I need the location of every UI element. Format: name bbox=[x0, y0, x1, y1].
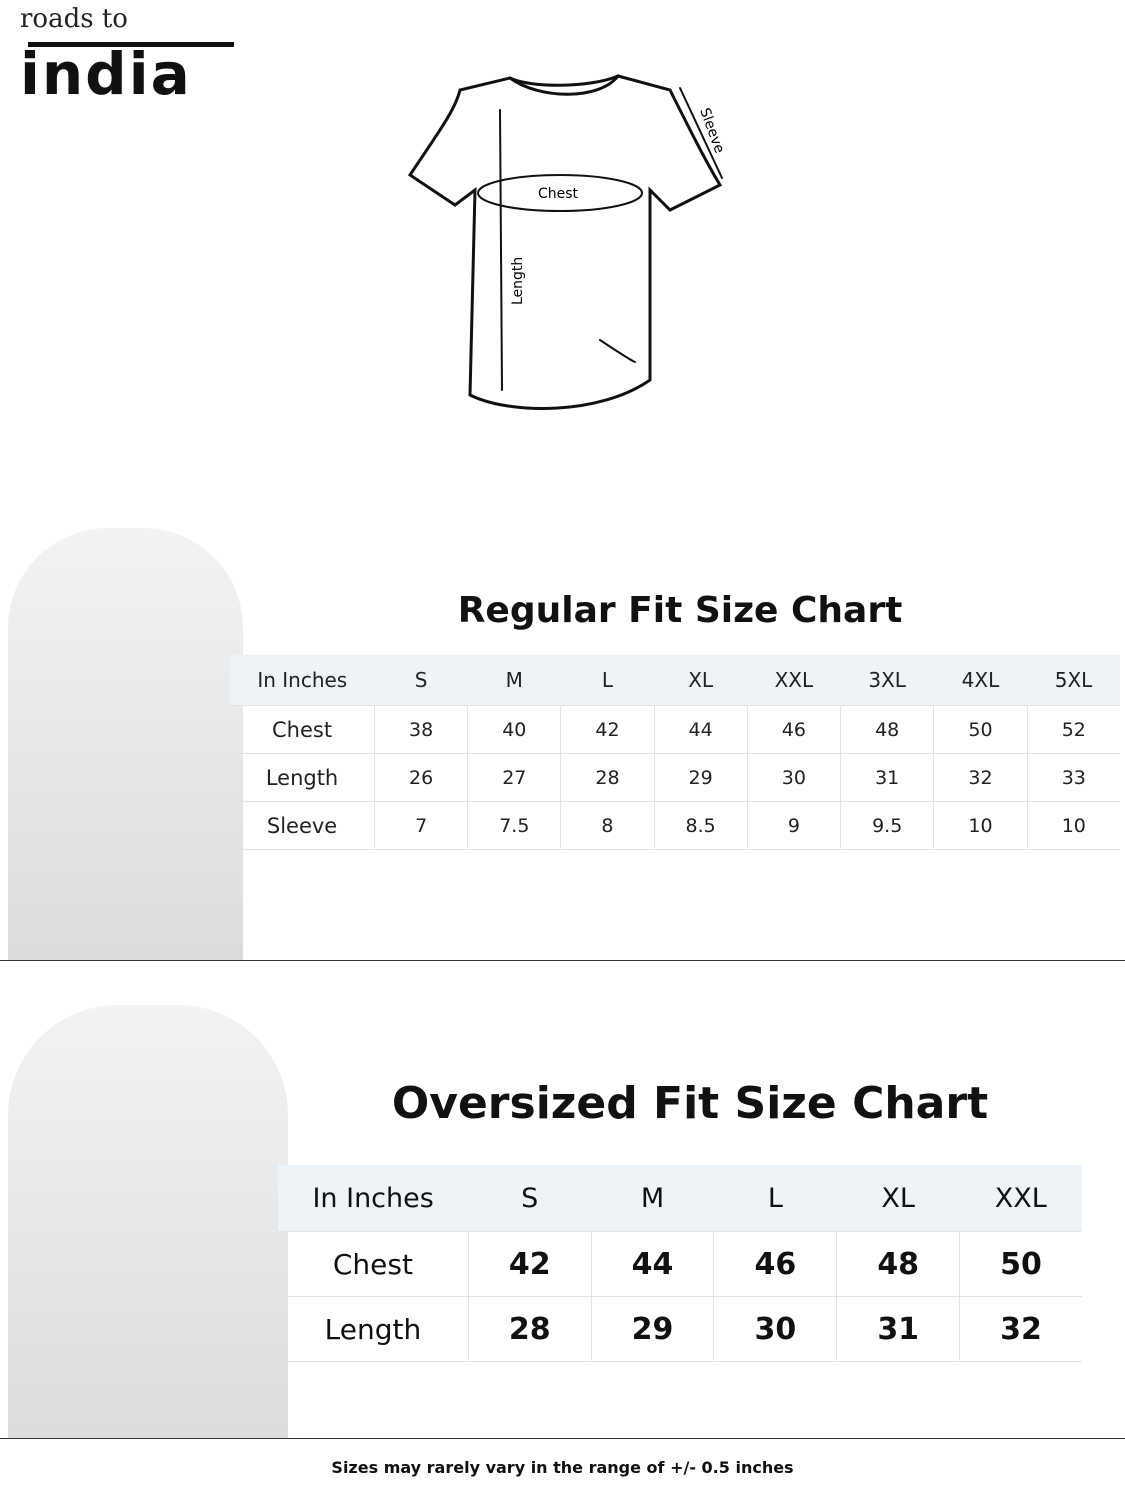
cell: 42 bbox=[468, 1231, 592, 1297]
cell: 32 bbox=[933, 753, 1028, 802]
tshirt-measurement-diagram: Sleeve Chest Length bbox=[407, 74, 727, 411]
size-header: L bbox=[713, 1165, 837, 1232]
cell: 29 bbox=[654, 753, 748, 802]
row-label: Length bbox=[278, 1296, 469, 1362]
cell: 7 bbox=[374, 801, 469, 850]
row-label: Length bbox=[230, 753, 376, 802]
size-header: S bbox=[374, 655, 468, 706]
corner-label: In Inches bbox=[278, 1165, 469, 1232]
size-header: M bbox=[467, 655, 561, 706]
oversized-size-table: In Inches S M L XL XXL Chest 42 44 46 48… bbox=[278, 1165, 1082, 1362]
logo-top-text: roads to bbox=[20, 4, 128, 34]
chest-label: Chest bbox=[538, 186, 579, 202]
cell: 8 bbox=[560, 801, 655, 850]
regular-size-table: In Inches S M L XL XXL 3XL 4XL 5XL Chest… bbox=[230, 655, 1120, 850]
size-header: XL bbox=[654, 655, 748, 706]
table-row: Chest 42 44 46 48 50 bbox=[278, 1231, 1082, 1297]
cell: 44 bbox=[591, 1231, 715, 1297]
cell: 30 bbox=[747, 753, 842, 802]
cell: 26 bbox=[374, 753, 469, 802]
logo-main-text: india bbox=[20, 40, 192, 108]
footer-note: Sizes may rarely vary in the range of +/… bbox=[0, 1458, 1125, 1477]
cell: 42 bbox=[560, 705, 655, 754]
size-header: M bbox=[591, 1165, 714, 1232]
cell: 28 bbox=[560, 753, 655, 802]
cell: 50 bbox=[959, 1231, 1082, 1297]
cell: 31 bbox=[836, 1296, 961, 1362]
size-header: 4XL bbox=[933, 655, 1028, 706]
cell: 27 bbox=[467, 753, 562, 802]
cell: 46 bbox=[747, 705, 842, 754]
cell: 44 bbox=[654, 705, 748, 754]
table-header-row: In Inches S M L XL XXL 3XL 4XL 5XL bbox=[230, 655, 1120, 706]
section-divider bbox=[0, 960, 1125, 961]
oversized-chart-title: Oversized Fit Size Chart bbox=[391, 1078, 989, 1129]
row-label: Chest bbox=[230, 705, 376, 754]
cell: 38 bbox=[374, 705, 469, 754]
cell: 48 bbox=[840, 705, 935, 754]
cell: 29 bbox=[591, 1296, 715, 1362]
man-model-photo bbox=[8, 1005, 288, 1438]
cell: 52 bbox=[1027, 705, 1120, 754]
row-label: Sleeve bbox=[230, 801, 376, 850]
table-row: Length 26 27 28 29 30 31 32 33 bbox=[230, 753, 1120, 802]
table-header-row: In Inches S M L XL XXL bbox=[278, 1165, 1082, 1232]
cell: 32 bbox=[959, 1296, 1082, 1362]
woman-model-photo bbox=[8, 528, 243, 960]
table-row: Length 28 29 30 31 32 bbox=[278, 1296, 1082, 1362]
size-header: XXL bbox=[959, 1165, 1082, 1232]
cell: 8.5 bbox=[654, 801, 748, 850]
cell: 48 bbox=[836, 1231, 961, 1297]
cell: 7.5 bbox=[467, 801, 562, 850]
table-row: Sleeve 7 7.5 8 8.5 9 9.5 10 10 bbox=[230, 801, 1120, 850]
size-header: XXL bbox=[747, 655, 841, 706]
cell: 10 bbox=[933, 801, 1028, 850]
regular-chart-title: Regular Fit Size Chart bbox=[457, 590, 903, 631]
table-row: Chest 38 40 42 44 46 48 50 52 bbox=[230, 705, 1120, 754]
cell: 50 bbox=[933, 705, 1028, 754]
section-divider bbox=[0, 1438, 1125, 1439]
size-header: L bbox=[560, 655, 655, 706]
footer-note-text: Sizes may rarely vary in the range of +/… bbox=[331, 1458, 794, 1477]
row-label: Chest bbox=[278, 1231, 469, 1297]
size-header: 5XL bbox=[1027, 655, 1120, 706]
size-header: XL bbox=[836, 1165, 960, 1232]
cell: 31 bbox=[840, 753, 935, 802]
size-header: S bbox=[468, 1165, 592, 1232]
cell: 28 bbox=[468, 1296, 592, 1362]
cell: 30 bbox=[713, 1296, 838, 1362]
cell: 9 bbox=[747, 801, 842, 850]
corner-label: In Inches bbox=[230, 655, 375, 706]
size-header: 3XL bbox=[840, 655, 934, 706]
length-label: Length bbox=[510, 257, 526, 305]
cell: 40 bbox=[467, 705, 562, 754]
cell: 46 bbox=[713, 1231, 838, 1297]
brand-logo: roads to india bbox=[14, 4, 234, 108]
cell: 10 bbox=[1027, 801, 1120, 850]
cell: 33 bbox=[1027, 753, 1120, 802]
cell: 9.5 bbox=[840, 801, 935, 850]
logo-bar bbox=[28, 42, 234, 47]
